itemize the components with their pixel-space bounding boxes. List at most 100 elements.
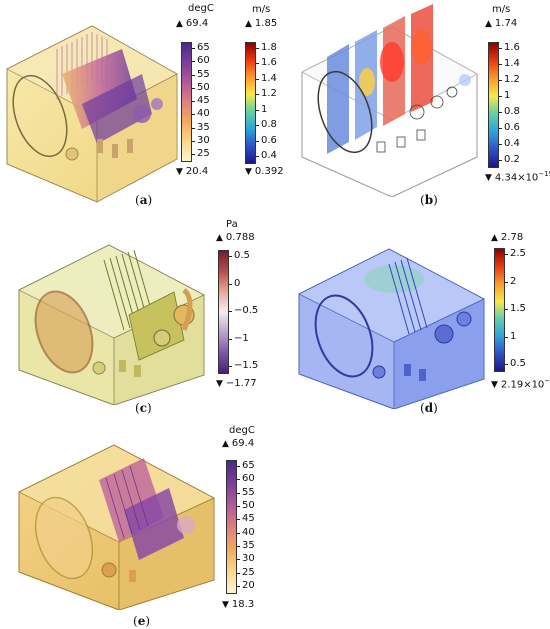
panel-c: Pa ▲ 0.788 0.5 0 −0.5 −1 −1.5 ▼ −1.77 (c): [0, 212, 290, 417]
colorbar-tick-label: 30: [242, 553, 255, 565]
pressure-colorbar: [218, 250, 229, 374]
colorbar-tick-label: 50: [242, 500, 255, 511]
triangle-up-icon: ▲: [485, 19, 492, 29]
colorbar-tick-label: 1.2: [261, 88, 277, 100]
colorbar-tick-label: 1.6: [504, 42, 520, 53]
colorbar-tick-mark: [256, 156, 259, 157]
colorbar-unit: m/s: [492, 4, 511, 15]
colorbar-tick-mark: [237, 532, 240, 534]
colorbar-tick-label: 40: [242, 526, 255, 538]
colorbar-tick-label: 65: [242, 460, 255, 471]
colorbar-tick-mark: [192, 140, 195, 142]
colorbar-tick-mark: [237, 559, 240, 561]
colorbar-unit: Pa: [226, 219, 238, 230]
panel-e: degC ▲ 69.4 65 60 55 50 45 40 35 30 25 20 ▼ 18.3 (e…: [0, 418, 290, 629]
colorbar-tick-label: 25: [197, 148, 210, 159]
colorbar-tick-mark: [192, 127, 195, 129]
colorbar-tick-mark: [256, 63, 259, 65]
colorbar-tick-label: 1: [510, 330, 517, 342]
triangle-up-icon: ▲: [222, 439, 229, 449]
colorbar-tick-label: −1: [234, 332, 249, 344]
colorbar-min-label: ▼4.34×10−19: [485, 170, 550, 184]
colorbar-tick-mark: [237, 506, 240, 507]
panel-caption: (c): [135, 401, 152, 415]
triangle-up-icon: ▲: [491, 233, 498, 243]
colorbar-tick-mark: [229, 256, 232, 257]
colorbar-tick-mark: [192, 74, 195, 76]
colorbar-tick-mark: [229, 283, 232, 285]
colorbar-tick-mark: [237, 572, 240, 574]
colorbar-tick-mark: [192, 48, 195, 49]
triangle-up-icon: ▲: [245, 19, 252, 29]
colorbar-tick-mark: [229, 366, 232, 367]
triangle-up-icon: ▲: [176, 19, 183, 29]
colorbar-max-label: ▲ 69.4: [176, 18, 209, 29]
colorbar-unit: degC: [229, 425, 255, 436]
colorbar-tick-label: 60: [242, 473, 255, 485]
colorbar-tick-mark: [256, 48, 259, 49]
colorbar-tick-mark: [256, 78, 259, 80]
velocity-render-d: [298, 248, 485, 409]
colorbar-tick-label: 55: [242, 486, 255, 498]
colorbar-tick-mark: [229, 311, 232, 312]
colorbar-min-label: ▼2.19×10−4: [491, 377, 550, 391]
colorbar-tick-mark: [192, 154, 195, 155]
colorbar-tick-label: 55: [197, 68, 210, 80]
colorbar-tick-mark: [237, 466, 240, 467]
panel-b: m/s ▲ 1.74 1.6 1.4 1.2 1 0.8 0.6 0.4 0.2 ▼ 4.34×1…: [292, 0, 550, 210]
colorbar-tick-label: 1.2: [504, 74, 520, 85]
colorbar-tick-mark: [237, 546, 240, 547]
panel-caption: (a): [135, 193, 153, 207]
colorbar-tick-label: 1.8: [261, 42, 277, 53]
colorbar-tick-label: 30: [197, 134, 210, 146]
colorbar-tick-label: 1.6: [261, 57, 277, 69]
colorbar-tick-mark: [237, 479, 240, 481]
colorbar-tick-label: −0.5: [234, 305, 259, 316]
colorbar-tick-label: 0.8: [261, 119, 277, 131]
colorbar-tick-label: 45: [197, 95, 210, 106]
colorbar-unit: m/s: [252, 4, 271, 15]
colorbar-tick-label: 0.8: [504, 106, 520, 117]
colorbar-min-label: ▼ 18.3: [222, 599, 255, 610]
colorbar-tick-label: 1.4: [261, 72, 277, 84]
panel-caption: (d): [420, 401, 438, 415]
colorbar-tick-label: 50: [197, 81, 210, 93]
colorbar-tick-mark: [229, 338, 232, 340]
pressure-render-c: [18, 244, 205, 405]
colorbar-tick-label: 45: [242, 513, 255, 525]
colorbar-max-label: ▲ 1.74: [485, 18, 518, 29]
colorbar-tick-label: −1.5: [234, 360, 259, 371]
colorbar-tick-mark: [505, 281, 508, 283]
colorbar-tick-label: 1.5: [510, 303, 526, 314]
velocity-colorbar: [488, 42, 499, 168]
colorbar-tick-mark: [256, 109, 259, 111]
colorbar-tick-mark: [505, 336, 508, 338]
temperature-colorbar: [226, 460, 237, 594]
colorbar-max-label: ▲ 0.788: [216, 232, 255, 243]
colorbar-tick-label: 65: [197, 42, 210, 53]
colorbar-max-label: ▲ 1.85: [245, 18, 278, 29]
panel-caption: (b): [420, 193, 438, 207]
colorbar-tick-mark: [499, 80, 502, 81]
colorbar-tick-label: 0.6: [261, 134, 277, 146]
colorbar-tick-label: 35: [242, 540, 255, 551]
triangle-down-icon: ▼: [245, 167, 252, 177]
triangle-down-icon: ▼: [491, 380, 498, 391]
colorbar-tick-mark: [499, 64, 502, 65]
triangle-down-icon: ▼: [485, 173, 492, 184]
colorbar-tick-mark: [192, 114, 195, 116]
colorbar-tick-label: 0.4: [261, 150, 277, 161]
colorbar-tick-mark: [499, 160, 502, 161]
colorbar-tick-mark: [256, 94, 259, 96]
triangle-down-icon: ▼: [222, 600, 229, 610]
triangle-down-icon: ▼: [176, 167, 183, 177]
colorbar-min-label: ▼ −1.77: [216, 378, 257, 389]
colorbar-tick-label: 2: [510, 275, 517, 287]
colorbar-tick-mark: [192, 87, 195, 89]
colorbar-tick-label: 0: [234, 277, 241, 289]
velocity-render-b: [301, 4, 478, 197]
colorbar-tick-label: 20: [242, 580, 255, 591]
colorbar-tick-mark: [499, 96, 502, 97]
colorbar-tick-label: 2.5: [510, 248, 526, 259]
colorbar-unit: degC: [188, 3, 214, 14]
